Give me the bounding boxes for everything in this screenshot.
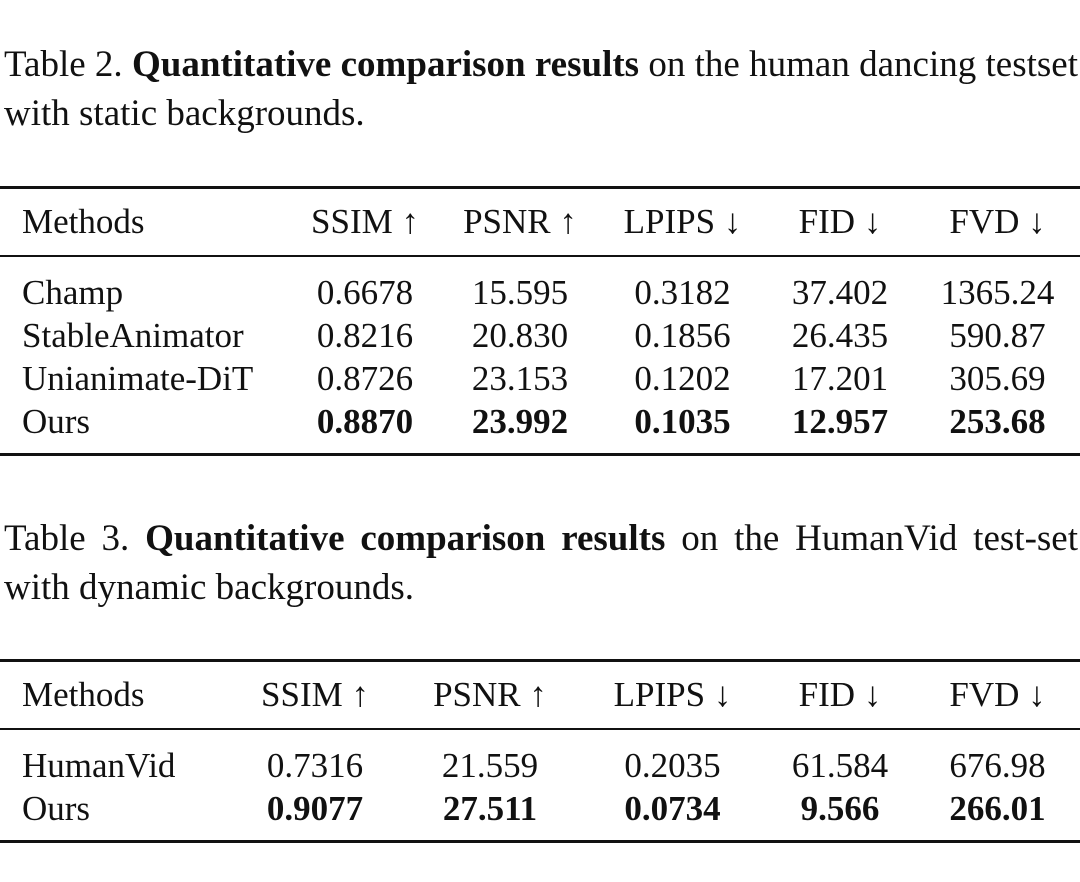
table3-header-fid: FID ↓ [798,675,882,714]
fvd-cell: 676.98 [949,745,1046,785]
fvd-cell: 590.87 [949,315,1046,355]
table2-header-fid: FID ↓ [798,202,882,241]
method-cell: Unianimate-DiT [22,358,254,398]
table-row-ours: Ours 0.8870 23.992 0.1035 12.957 253.68 [0,400,1080,455]
ssim-cell: 0.7316 [266,745,364,785]
psnr-cell: 20.830 [471,315,569,355]
table-row: Champ 0.6678 15.595 0.3182 37.402 1365.2… [0,256,1080,314]
fid-cell: 17.201 [791,358,889,398]
ssim-cell: 0.8726 [316,358,414,398]
table2-caption-prefix: Table 2. [4,44,123,85]
fvd-cell: 266.01 [949,788,1046,828]
fvd-cell: 305.69 [949,358,1046,398]
table3-header-psnr: PSNR ↑ [433,675,547,714]
table3-header-lpips: LPIPS ↓ [613,675,732,714]
fid-cell: 26.435 [791,315,889,355]
lpips-cell: 0.1856 [634,315,731,355]
table2-header-lpips: LPIPS ↓ [623,202,742,241]
method-cell: Champ [22,272,124,312]
lpips-cell: 0.1035 [634,401,731,441]
table2-header-ssim: SSIM ↑ [311,202,419,241]
table3-caption-bold: Quantitative comparison results [145,518,666,559]
table2-caption-rest: on the human dancing testset with static… [4,44,1078,134]
fid-cell: 61.584 [791,745,889,785]
table3-header-row: Methods SSIM ↑ PSNR ↑ LPIPS ↓ FID ↓ FVD … [0,660,1080,729]
table2-header-psnr: PSNR ↑ [463,202,577,241]
ssim-cell: 0.6678 [316,272,414,312]
table3-caption: Table 3. Quantitative comparison results… [4,514,1078,612]
ssim-cell: 0.8216 [316,315,414,355]
table3-caption-prefix: Table 3. [4,518,130,559]
fid-cell: 37.402 [791,272,889,312]
method-cell: Ours [22,788,91,828]
method-cell: Ours [22,401,91,441]
psnr-cell: 23.992 [471,401,569,441]
psnr-cell: 21.559 [441,745,539,785]
fid-cell: 9.566 [800,788,880,828]
lpips-cell: 0.2035 [624,745,721,785]
table3-caption-rest: on the HumanVid test-set with dynamic ba… [4,518,1078,608]
lpips-cell: 0.3182 [634,272,731,312]
table-row: StableAnimator 0.8216 20.830 0.1856 26.4… [0,314,1080,357]
fvd-cell: 253.68 [949,401,1046,441]
table2: Methods SSIM ↑ PSNR ↑ LPIPS ↓ FID ↓ FVD … [0,186,1080,456]
table-row-ours: Ours 0.9077 27.511 0.0734 9.566 266.01 [0,787,1080,842]
psnr-cell: 23.153 [471,358,569,398]
method-cell: HumanVid [22,745,176,785]
table-row: Unianimate-DiT 0.8726 23.153 0.1202 17.2… [0,357,1080,400]
table2-caption: Table 2. Quantitative comparison results… [4,40,1078,138]
psnr-cell: 15.595 [471,272,569,312]
table3: Methods SSIM ↑ PSNR ↑ LPIPS ↓ FID ↓ FVD … [0,659,1080,843]
fvd-cell: 1365.24 [940,272,1055,312]
ssim-cell: 0.9077 [266,788,364,828]
ssim-cell: 0.8870 [316,401,414,441]
lpips-cell: 0.1202 [634,358,731,398]
table3-header-ssim: SSIM ↑ [261,675,369,714]
table-row: HumanVid 0.7316 21.559 0.2035 61.584 676… [0,729,1080,787]
table2-header-fvd: FVD ↓ [949,202,1046,241]
table3-header-methods: Methods [22,675,145,714]
table2-header-methods: Methods [22,202,145,241]
fid-cell: 12.957 [791,401,889,441]
psnr-cell: 27.511 [442,788,538,828]
table2-header-row: Methods SSIM ↑ PSNR ↑ LPIPS ↓ FID ↓ FVD … [0,187,1080,256]
table2-caption-bold: Quantitative comparison results [131,44,640,85]
table3-header-fvd: FVD ↓ [949,675,1046,714]
lpips-cell: 0.0734 [624,788,721,828]
method-cell: StableAnimator [22,315,244,355]
